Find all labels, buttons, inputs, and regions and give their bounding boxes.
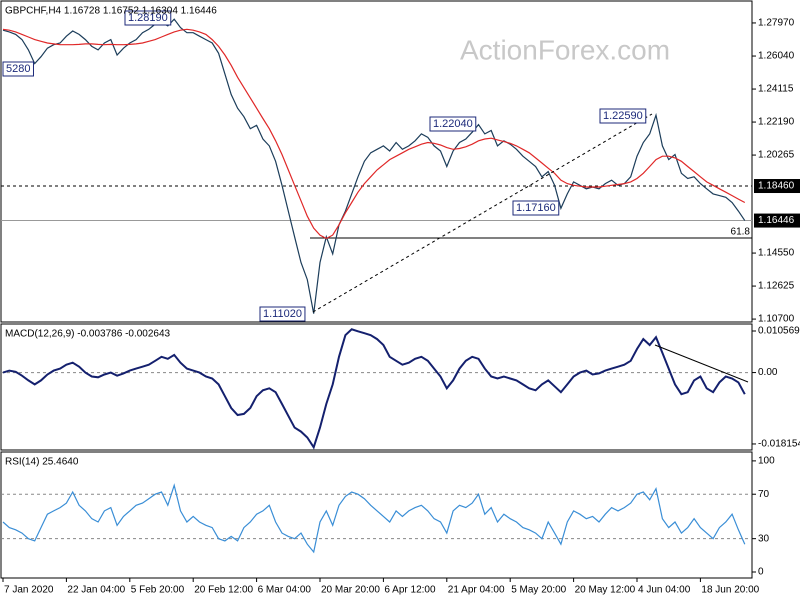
series-line [2,28,746,240]
y-tick-label: 1.27970 [758,18,795,29]
level-label-box [754,179,800,194]
x-tick-label: 6 Mar 04:00 [258,585,312,596]
x-tick-label: 20 Feb 12:00 [194,585,253,596]
annotation-label: 1.17160 [516,202,556,214]
panel-title: GBPCHF,H4 1.16728 1.16752 1.16304 1.1644… [5,6,217,17]
x-tick-label: 4 Jun 04:00 [638,585,691,596]
annotation-box [124,10,172,26]
y-tick-label: 70 [758,489,770,500]
level-label: 1.16446 [758,215,795,226]
panel-title: MACD(12,26,9) -0.003786 -0.002643 [5,329,171,340]
annotation-box [259,306,306,322]
annotation-label: 1.28190 [128,12,168,24]
panel-frame [0,451,753,579]
y-tick-label: 1.24115 [758,84,794,95]
annotation-label: 1.22040 [433,118,473,130]
x-tick-label: 18 Jun 20:00 [701,585,759,596]
panel-frame [0,0,753,323]
annotation-label: 1.22590 [603,110,643,122]
x-tick-label: 21 Apr 04:00 [448,585,505,596]
annotation-label: 5280 [6,63,30,75]
y-tick-label: -0.018154 [758,439,800,450]
fib-label: 61.8 [731,227,751,238]
y-tick-label: 30 [758,533,770,544]
y-tick-label: 0 [758,567,764,578]
y-tick-label: 1.12625 [758,281,795,292]
level-label: 1.18460 [758,181,795,192]
annotation-box [429,116,477,132]
y-tick-label: 0.010569 [758,326,800,337]
x-tick-label: 20 Mar 20:00 [321,585,380,596]
x-tick-label: 20 May 12:00 [575,585,636,596]
x-tick-label: 7 Jan 2020 [4,585,54,596]
y-tick-label: 1.22190 [758,117,795,128]
x-tick-label: 6 Apr 12:00 [384,585,436,596]
watermark: ActionForex.com [460,34,670,65]
y-tick-label: 1.20265 [758,150,795,161]
x-tick-label: 22 Jan 04:00 [67,585,125,596]
y-tick-label: 0.00 [758,367,778,378]
annotation-label: 1.11020 [263,308,302,320]
x-tick-label: 5 May 20:00 [511,585,566,596]
y-tick-label: 1.26040 [758,51,795,62]
y-tick-label: 1.14550 [758,248,795,259]
panel-frame [0,323,753,451]
series-line [2,328,746,450]
annotation-box [2,61,34,77]
level-label-box [754,213,800,228]
x-tick-label: 5 Feb 20:00 [131,585,185,596]
annotation-box [512,200,560,216]
annotation-box [599,108,647,124]
y-tick-label: 1.10700 [758,314,795,325]
series-line [2,483,746,554]
panel-title: RSI(14) 25.4640 [5,457,79,468]
macd-trend-line [654,344,749,383]
y-tick-label: 100 [758,456,775,467]
